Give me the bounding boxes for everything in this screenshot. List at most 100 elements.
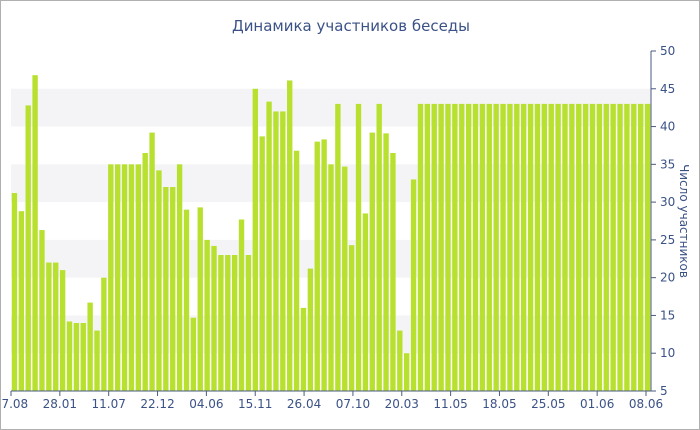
bar	[156, 170, 162, 391]
bar	[314, 141, 320, 391]
y-ticks: 5 10 15 20 25 30 35 40 45 50	[651, 44, 675, 398]
bar	[493, 103, 499, 391]
bar	[362, 213, 369, 391]
bar	[280, 111, 286, 391]
bar	[121, 164, 128, 391]
bar	[514, 103, 520, 391]
bar	[108, 164, 114, 391]
bar	[383, 133, 389, 391]
bar	[610, 103, 616, 391]
x-ticks: 17.08 28.01 11.07 22.12 04.06 15.11 26.04 07.10…	[1, 391, 663, 411]
x-tick-label: 18.05	[482, 397, 516, 411]
bar	[596, 103, 603, 391]
bar	[465, 103, 472, 391]
bar	[231, 255, 238, 391]
grid-band	[11, 88, 651, 127]
bar	[46, 262, 52, 391]
bar	[548, 103, 554, 391]
bar	[238, 219, 245, 391]
y-tick-label: 30	[660, 195, 675, 209]
bar	[25, 105, 31, 392]
bar	[135, 164, 141, 391]
chart-title: Динамика участников беседы	[232, 17, 470, 35]
bar	[431, 103, 437, 391]
x-tick-label: 25.05	[531, 397, 565, 411]
x-tick-label: 11.05	[433, 397, 467, 411]
y-tick-label: 15	[660, 308, 675, 322]
bar	[445, 103, 451, 391]
y-tick-label: 45	[660, 82, 675, 96]
bar	[376, 103, 382, 391]
bar	[355, 103, 362, 391]
bar	[397, 330, 403, 391]
bar	[142, 153, 148, 391]
bar	[369, 132, 375, 391]
bar	[452, 103, 458, 391]
bar	[252, 88, 258, 392]
bar	[582, 103, 589, 391]
bars	[11, 75, 651, 392]
bar	[417, 103, 424, 391]
bar	[80, 323, 86, 391]
bar	[18, 211, 25, 391]
bar	[287, 80, 293, 391]
bar	[39, 230, 45, 391]
bar	[644, 103, 651, 391]
bar	[114, 164, 121, 391]
bar	[479, 103, 486, 391]
x-tick-label: 04.06	[189, 397, 223, 411]
bar	[307, 268, 314, 391]
x-tick-label: 22.12	[140, 397, 174, 411]
bar	[541, 103, 548, 391]
bar	[472, 103, 479, 391]
bar	[293, 150, 300, 391]
x-tick-label: 26.04	[287, 397, 321, 411]
bar	[410, 179, 417, 391]
x-tick-label: 07.10	[336, 397, 370, 411]
y-tick-label: 20	[660, 271, 675, 285]
bar	[589, 103, 596, 391]
bar	[273, 111, 279, 391]
bar	[603, 103, 609, 391]
y-tick-label: 10	[660, 346, 675, 360]
bar	[328, 164, 334, 391]
bar	[424, 103, 431, 391]
bar	[637, 103, 644, 391]
bar	[569, 103, 575, 391]
bar	[87, 302, 93, 391]
bar	[225, 255, 231, 391]
bar	[507, 103, 513, 391]
bar	[259, 136, 265, 391]
bar	[149, 132, 155, 391]
x-tick-label: 15.11	[238, 397, 272, 411]
y-tick-label: 35	[660, 157, 675, 171]
bar	[170, 187, 176, 391]
bar	[562, 103, 568, 391]
x-tick-label: 28.01	[43, 397, 77, 411]
bar	[190, 317, 197, 391]
bar	[211, 245, 217, 391]
x-tick-label: 01.06	[580, 397, 614, 411]
bar	[73, 323, 80, 391]
bar	[342, 166, 348, 391]
bar	[534, 103, 541, 391]
bar	[66, 321, 73, 391]
bar	[527, 103, 534, 391]
bar	[59, 270, 66, 391]
y-tick-label: 25	[660, 233, 675, 247]
bar	[197, 207, 203, 391]
bar	[163, 187, 169, 391]
bar	[438, 103, 444, 391]
bar	[53, 262, 59, 391]
bar	[486, 103, 492, 391]
x-tick-label: 20.03	[385, 397, 419, 411]
bar	[624, 103, 630, 391]
bar	[128, 164, 135, 391]
y-tick-label: 50	[660, 44, 675, 58]
bar	[204, 239, 210, 391]
bar	[94, 330, 100, 391]
bar	[555, 103, 561, 391]
x-tick-label: 17.08	[1, 397, 28, 411]
bar	[404, 353, 410, 391]
